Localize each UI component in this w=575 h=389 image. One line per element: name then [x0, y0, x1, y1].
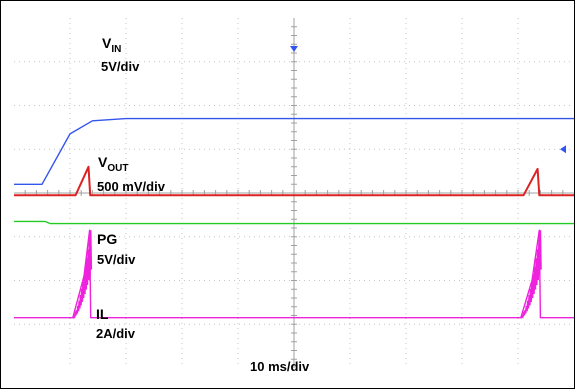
il-switching-burst: [520, 230, 542, 319]
trigger-level-marker: [560, 145, 566, 154]
il-label: IL: [96, 306, 109, 322]
trigger-position-marker: [290, 46, 298, 52]
vin-label: VIN: [102, 35, 122, 55]
vin-scale-label: 5V/div: [101, 59, 140, 74]
il-scale-label: 2A/div: [96, 326, 136, 341]
vout-trace: [14, 165, 574, 197]
pg-label: PG: [97, 231, 118, 247]
vin-trace: [14, 117, 574, 186]
x-axis-label: 10 ms/div: [250, 359, 310, 374]
vout-label: VOUT: [98, 154, 129, 174]
pg-trace: [14, 220, 574, 225]
traces: [14, 117, 574, 319]
markers: [290, 46, 566, 154]
il-switching-burst: [72, 230, 93, 319]
vout-scale-label: 500 mV/div: [97, 179, 165, 194]
pg-scale-label: 5V/div: [97, 252, 136, 267]
